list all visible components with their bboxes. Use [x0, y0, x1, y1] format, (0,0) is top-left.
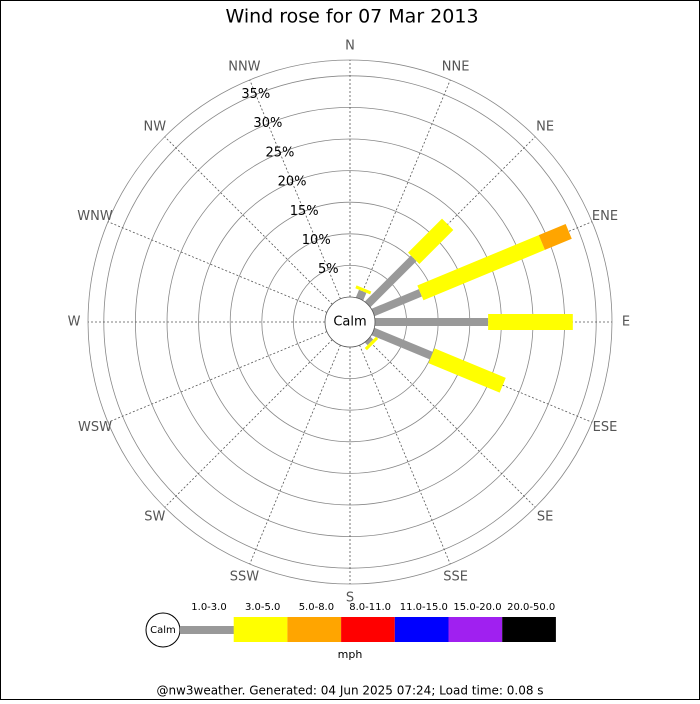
- direction-label: ESE: [593, 420, 618, 435]
- spoke: [164, 136, 333, 305]
- spoke: [249, 344, 341, 565]
- spoke: [107, 331, 328, 423]
- direction-label: WNW: [77, 209, 113, 224]
- legend-label: 3.0-5.0: [245, 602, 280, 613]
- spoke: [359, 344, 451, 565]
- ring-label: 5%: [318, 262, 339, 277]
- direction-label: SSE: [443, 569, 468, 584]
- legend-swatch: [448, 617, 503, 642]
- legend-label: 5.0-8.0: [299, 602, 334, 613]
- direction-label: NNE: [442, 60, 470, 75]
- spoke: [367, 339, 536, 508]
- direction-label: ENE: [592, 209, 618, 224]
- direction-label: E: [622, 315, 630, 330]
- direction-label: N: [345, 39, 355, 54]
- direction-label: SSW: [230, 569, 260, 584]
- direction-label: W: [68, 315, 81, 330]
- ring-label: 35%: [241, 87, 270, 102]
- rose-segment: [538, 224, 572, 250]
- rose-segment: [371, 327, 434, 360]
- rose-segment: [364, 336, 379, 351]
- calm-circle: [324, 296, 376, 348]
- direction-label: SE: [537, 510, 553, 525]
- spoke: [249, 79, 341, 300]
- direction-label: S: [346, 591, 354, 606]
- direction-label: NW: [144, 119, 167, 134]
- rose-segment: [364, 336, 374, 346]
- legend-swatch: [180, 626, 235, 634]
- ring-label: 10%: [302, 233, 331, 248]
- spoke: [107, 221, 328, 313]
- ring-label: 20%: [278, 175, 307, 190]
- rose-segment: [488, 314, 573, 330]
- legend-swatch: [502, 617, 556, 642]
- legend-calm-label: Calm: [150, 625, 176, 636]
- spoke: [372, 331, 593, 423]
- spoke: [164, 339, 333, 508]
- rose-segment: [375, 318, 489, 326]
- ring-label: 25%: [266, 145, 295, 160]
- direction-label: SW: [144, 510, 165, 525]
- legend-swatch: [233, 617, 288, 642]
- rose-segment: [355, 289, 367, 301]
- rose-segment: [364, 255, 417, 308]
- legend-label: 11.0-15.0: [400, 602, 448, 613]
- spoke: [359, 79, 451, 300]
- legend-label: 1.0-3.0: [191, 602, 226, 613]
- spoke: [367, 136, 536, 305]
- unit-label: mph: [338, 648, 363, 661]
- legend-swatch: [341, 617, 395, 642]
- direction-label: WSW: [78, 420, 112, 435]
- chart-title: Wind rose for 07 Mar 2013: [225, 6, 478, 28]
- rose-segment: [428, 348, 506, 393]
- rose-segment: [417, 235, 545, 301]
- legend-label: 20.0-50.0: [507, 602, 555, 613]
- calm-label: Calm: [333, 315, 366, 330]
- ring-label: 15%: [290, 204, 319, 219]
- legend-swatch: [394, 617, 449, 642]
- rose-segment: [355, 285, 372, 295]
- rose-segment: [408, 218, 454, 264]
- direction-label: NNW: [228, 60, 260, 75]
- rose-segment: [371, 289, 422, 317]
- legend-swatch: [287, 617, 342, 642]
- footer: @nw3weather. Generated: 04 Jun 2025 07:2…: [156, 684, 543, 698]
- direction-label: NE: [536, 119, 554, 134]
- legend-label: 8.0-11.0: [349, 602, 391, 613]
- legend-label: 15.0-20.0: [453, 602, 501, 613]
- ring-label: 30%: [253, 116, 282, 131]
